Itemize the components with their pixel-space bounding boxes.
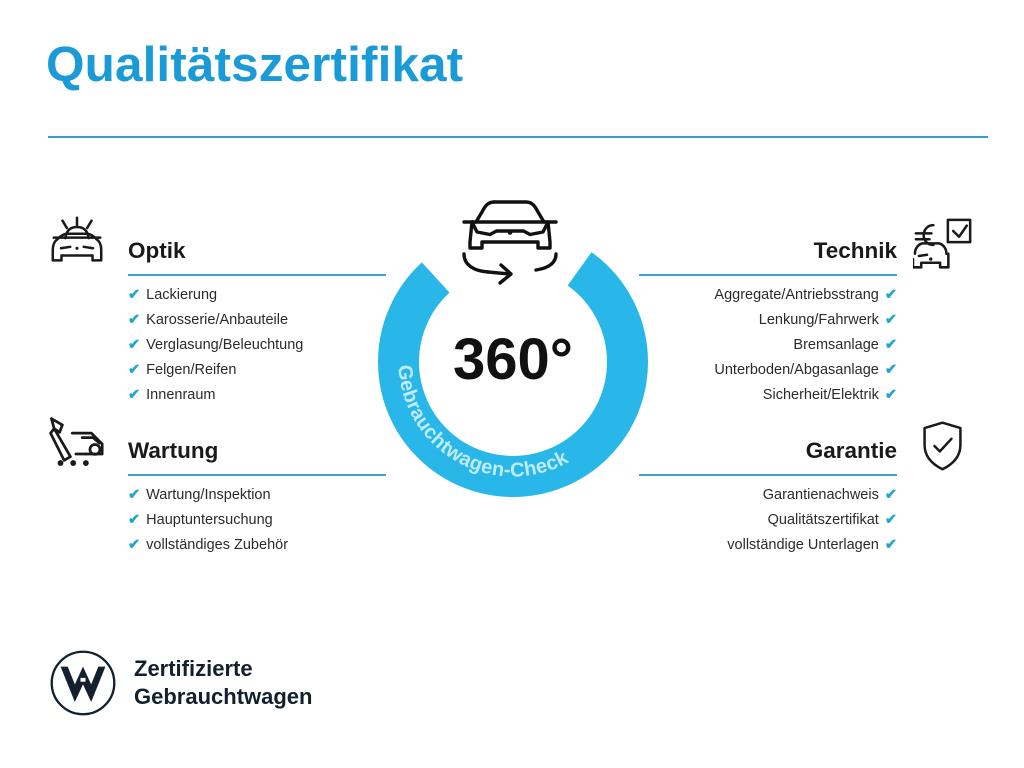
svg-text:360°: 360° <box>453 327 573 392</box>
